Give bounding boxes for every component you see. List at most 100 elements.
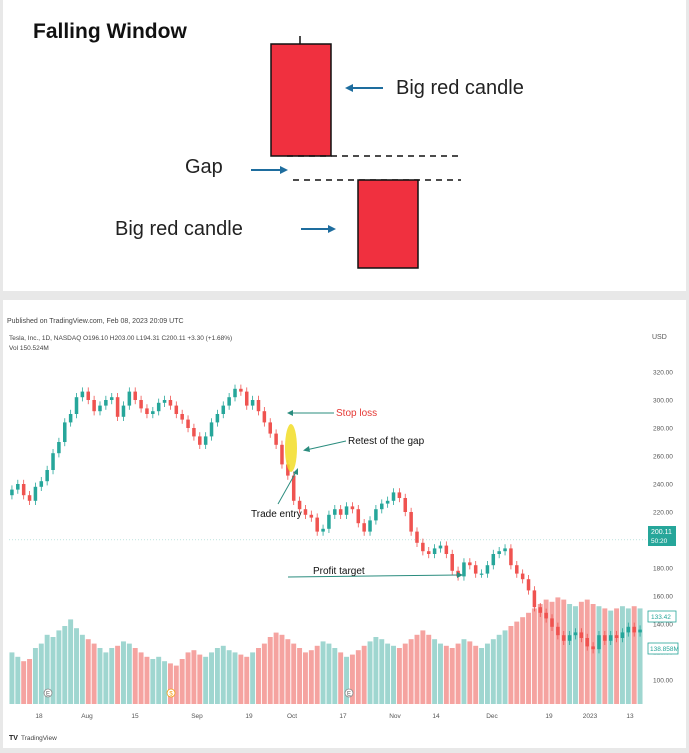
candle-body [121,405,126,417]
candle-body [491,554,496,566]
volume-bar [220,645,226,704]
volume-bar [162,661,168,704]
event-marker [43,688,53,698]
volume-bar [273,632,279,704]
volume-bar [32,648,38,704]
y-tick-label: 300.00 [653,398,673,405]
volume-bar [150,659,156,704]
candle-body [115,397,120,417]
volume-bar [420,630,426,704]
volume-bar [344,656,350,704]
volume-bar [379,639,385,704]
volume-bar [573,606,578,704]
candle-body [215,414,220,423]
candle-body [74,397,79,414]
candle-body [45,470,49,482]
volume-bar [250,652,256,704]
candle-body [614,635,619,638]
candle-body [221,405,226,414]
candle-body [415,531,419,543]
volume-badge [647,642,679,655]
last-price-badge [648,526,676,546]
x-tick-label: Nov [389,713,401,720]
y-tick-label: 280.00 [653,426,673,433]
volume-bar [602,608,608,704]
candle-body [579,632,584,638]
volume-bar [126,643,132,704]
y-tick-label: 140.00 [653,622,673,629]
x-tick-label: 19 [545,713,553,720]
candle-body [168,400,173,406]
candle-body [174,405,179,414]
event-marker [344,688,354,698]
volume-bar [561,599,567,704]
candle-body [497,551,501,554]
volume-bar [302,652,308,704]
candle-body [21,484,26,496]
candle-body [250,400,255,406]
volume-bar [455,643,461,704]
candle-body [98,405,102,412]
diagram-title: Falling Window [33,20,187,43]
x-tick-label: 19 [245,713,253,720]
candle-body [573,632,578,636]
candle-body [603,635,607,641]
volume-bar [531,608,537,704]
volume-bar [191,650,197,704]
volume-bar [391,645,396,704]
candle-body [209,422,214,437]
volume-bar [144,656,150,704]
candle-body [180,414,184,420]
tradingview-chart-panel: Published on TradingView.com, Feb 08, 20… [3,300,686,748]
candle-body [620,632,625,638]
volume-bar [332,648,338,704]
volume-bar [167,663,173,704]
stop-loss-label: Stop loss [336,408,377,419]
candle-body [262,411,267,423]
candle-body [256,400,261,412]
volume-bar [320,641,326,704]
profit-target-label: Profit target [313,566,365,577]
tradingview-logo-icon: TV [9,735,18,742]
candle-body [233,388,237,398]
volume-bar [232,652,238,704]
candle-body [80,391,85,398]
candle-body [321,528,325,532]
candle-body [227,397,231,406]
volume-bar [432,639,438,704]
candle-body [485,565,490,574]
volume-bar [9,652,15,704]
candle-body [608,635,613,641]
candle-body [409,512,413,532]
x-tick-label: Dec [486,713,498,720]
volume-bar [631,606,637,704]
x-tick-label: 18 [35,713,43,720]
candle-body [39,481,44,487]
y-tick-label: 220.00 [653,510,673,517]
volume-bar [590,604,596,704]
candle-body [10,489,14,496]
volume-bar [97,648,103,704]
y-tick-label: 180.00 [653,566,673,573]
volume-bars [9,597,643,704]
volume-bar [238,654,244,704]
candle-body [268,422,272,434]
candle-body [51,453,55,470]
candle-body [479,573,484,575]
candle-body [127,391,132,406]
candle-body [151,411,155,414]
candle-body [327,514,331,529]
volume-bar [326,643,332,704]
volume-bar [396,648,402,704]
volume-bar [461,639,467,704]
volume-bar [267,637,273,704]
candle-body [162,400,167,403]
volume-bar [484,643,490,704]
volume-bar [56,630,62,704]
arrow-gap-head [280,166,288,174]
volume-bar [179,659,185,704]
volume-bar [121,641,126,704]
volume-bar [109,648,115,704]
candle-body [509,548,513,566]
volume-bar [197,654,203,704]
